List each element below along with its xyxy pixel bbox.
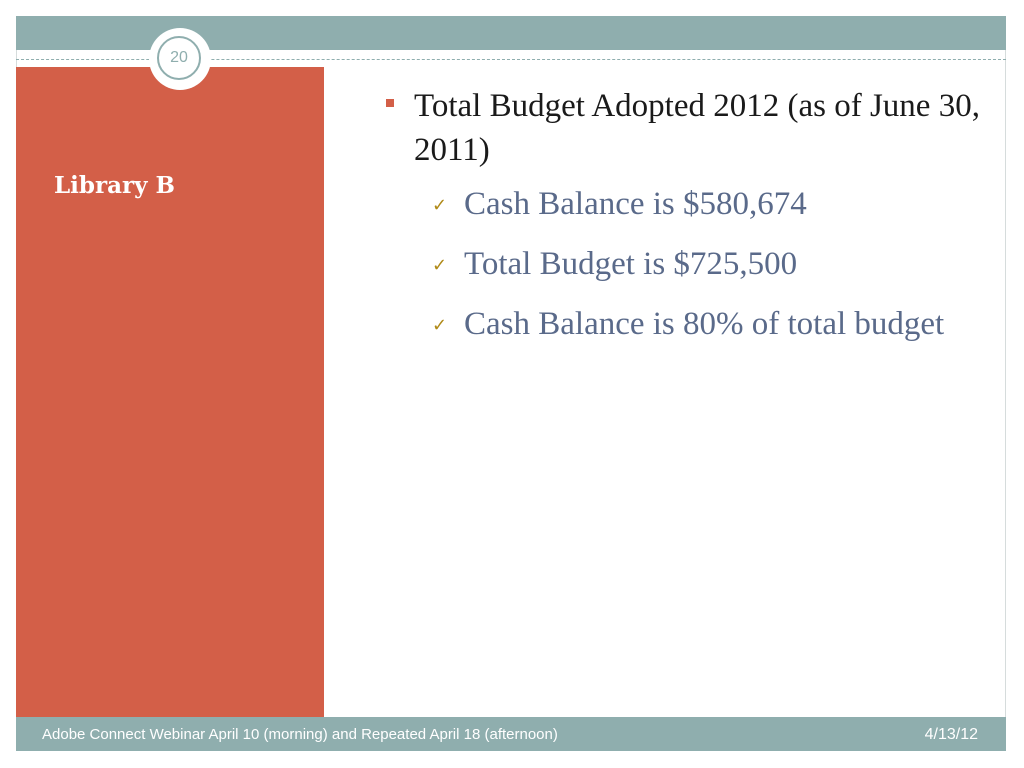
side-panel [16,67,324,717]
footer-band [16,717,1006,751]
slide-number: 20 [157,36,201,80]
main-bullet: Total Budget Adopted 2012 (as of June 30… [382,84,982,172]
sub-bullet-text: Cash Balance is 80% of total budget [464,306,945,342]
slide-number-badge: 20 [149,28,211,90]
checkmark-icon: ✓ [432,195,448,216]
footer-text: Adobe Connect Webinar April 10 (morning)… [42,726,558,743]
content-area: Total Budget Adopted 2012 (as of June 30… [382,84,982,362]
square-bullet-icon [386,99,394,107]
sub-bullet-item: ✓ Total Budget is $725,500 [432,242,984,286]
sub-bullet-text: Cash Balance is $580,674 [464,186,807,222]
main-bullet-text: Total Budget Adopted 2012 (as of June 30… [414,88,980,168]
checkmark-icon: ✓ [432,315,448,336]
slide-title: Library B [54,172,175,199]
sub-bullet-list: ✓ Cash Balance is $580,674 ✓ Total Budge… [382,182,982,346]
dashed-divider [16,59,1006,60]
sub-bullet-text: Total Budget is $725,500 [464,246,798,282]
sub-bullet-item: ✓ Cash Balance is $580,674 [432,182,984,226]
checkmark-icon: ✓ [432,255,448,276]
footer-date: 4/13/12 [924,726,978,743]
sub-bullet-item: ✓ Cash Balance is 80% of total budget [432,302,984,346]
